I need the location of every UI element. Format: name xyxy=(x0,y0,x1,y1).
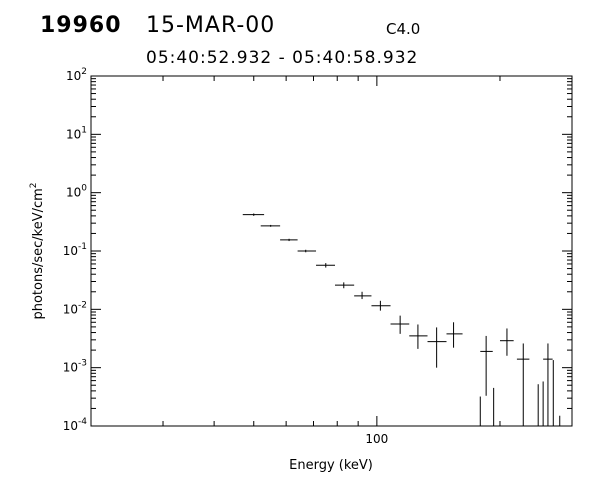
data-point xyxy=(297,249,317,253)
data-point xyxy=(446,322,463,348)
y-tick-label: 101 xyxy=(66,125,87,141)
y-tick-label: 10-4 xyxy=(63,417,88,433)
event-id: 19960 xyxy=(40,13,122,38)
y-tick-label: 10-2 xyxy=(63,300,87,316)
data-point xyxy=(354,291,372,300)
data-point xyxy=(499,328,514,356)
x-axis-label: Energy (keV) xyxy=(289,458,373,473)
data-point xyxy=(260,224,281,227)
data-point xyxy=(371,300,391,311)
data-point xyxy=(427,327,447,368)
data-point xyxy=(280,238,298,242)
time-range: 05:40:52.932 - 05:40:58.932 xyxy=(146,48,419,68)
data-points xyxy=(242,213,573,426)
data-point xyxy=(409,324,428,349)
data-point xyxy=(543,343,553,426)
axis-ticks xyxy=(91,75,573,427)
observation-date: 15-MAR-00 xyxy=(146,13,276,38)
data-point xyxy=(516,343,530,426)
y-tick-label: 10-1 xyxy=(63,242,87,258)
y-tick-label: 10-3 xyxy=(63,359,87,375)
plot-frame xyxy=(90,75,573,427)
x-tick-label: 100 xyxy=(365,432,388,446)
data-point xyxy=(242,213,265,216)
goes-class: C4.0 xyxy=(386,20,421,38)
y-tick-label: 102 xyxy=(66,67,87,83)
tick-labels: 100 10-4 10-3 10-2 10-1 100 101 102 xyxy=(63,67,389,446)
data-point xyxy=(480,335,493,396)
y-tick-label: 100 xyxy=(66,184,87,200)
data-point xyxy=(316,263,335,268)
y-axis-label: photons/sec/keV/cm2 xyxy=(29,182,46,319)
data-point xyxy=(390,315,410,334)
data-point xyxy=(334,282,355,289)
